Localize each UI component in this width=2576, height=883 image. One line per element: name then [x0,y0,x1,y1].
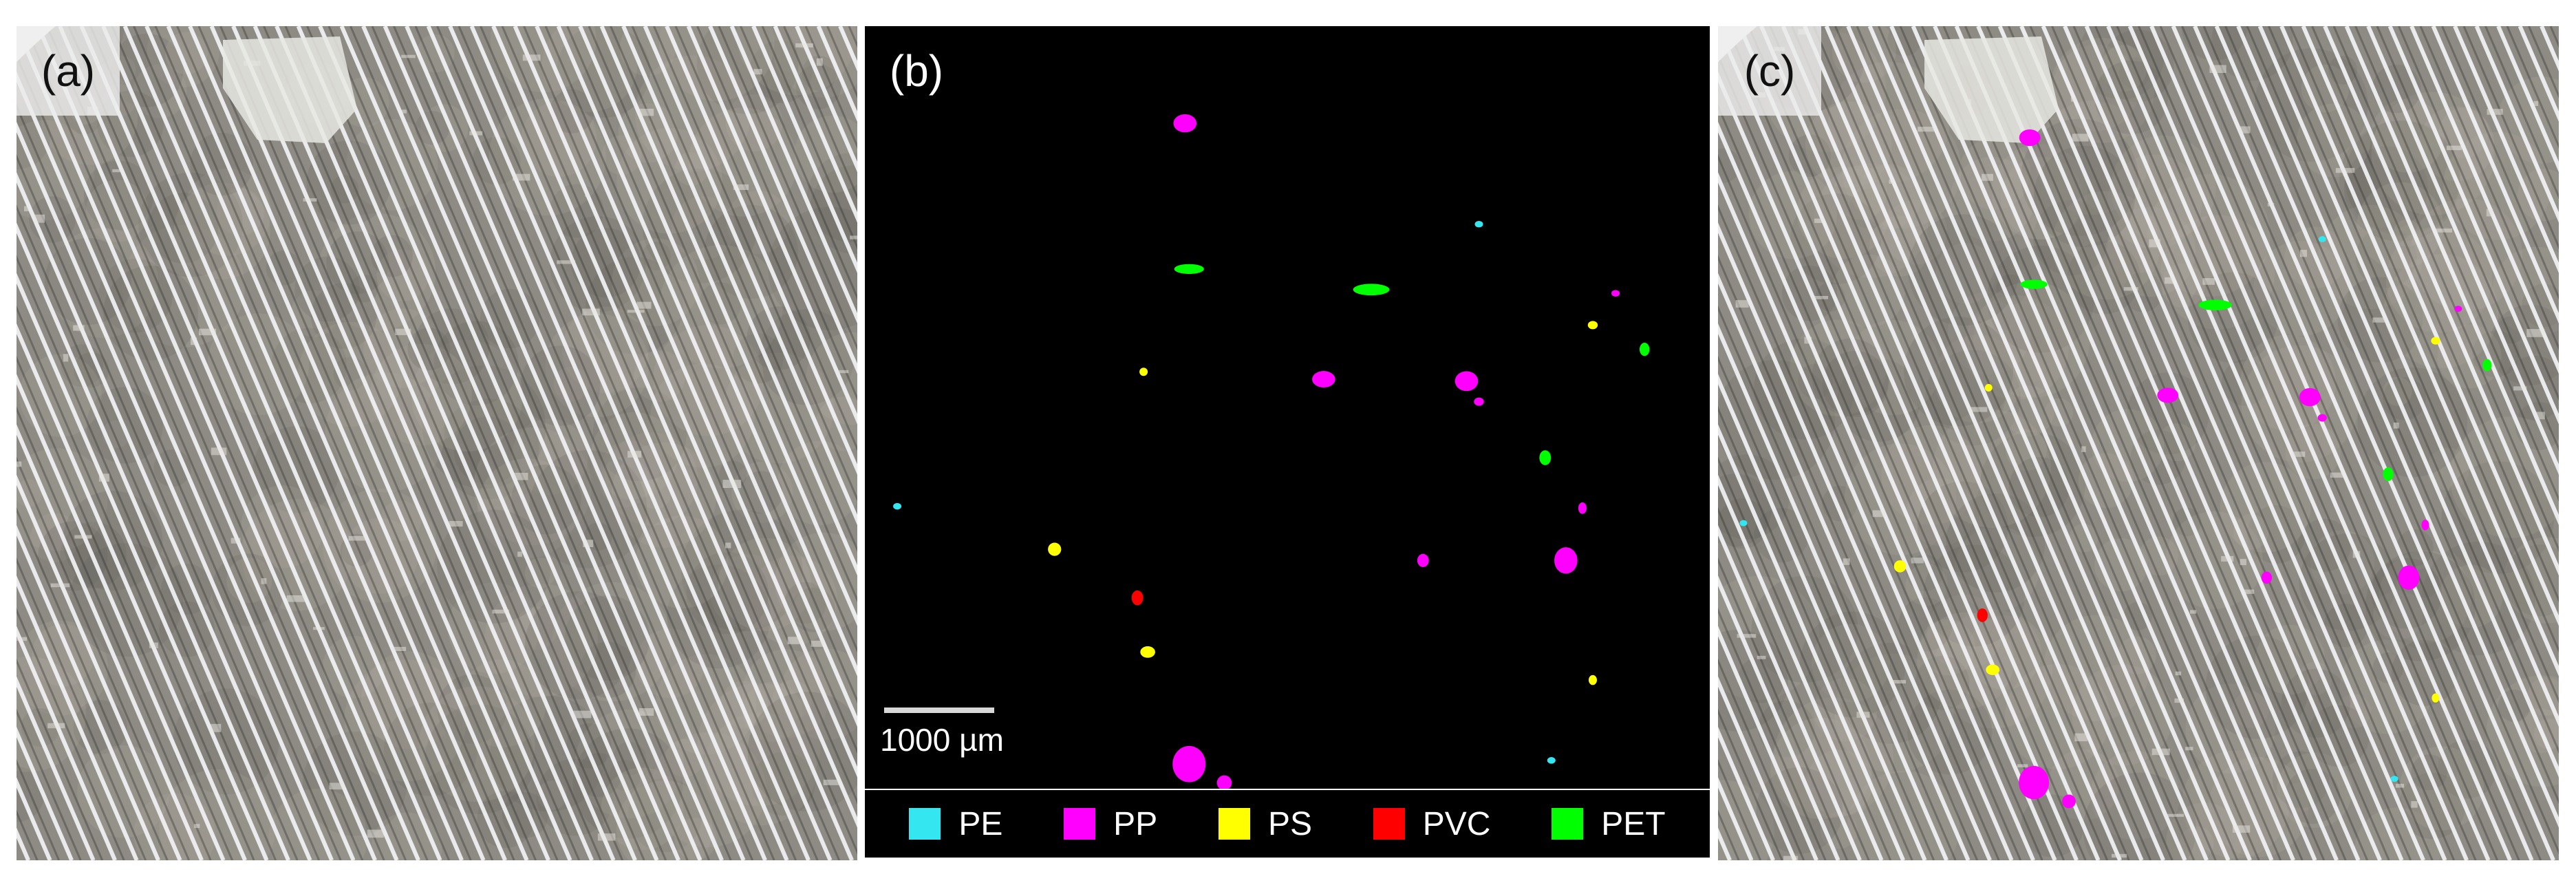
legend-swatch-pvc [1373,808,1405,840]
scale-bar [884,708,994,713]
panel-label-c: (c) [1718,26,1821,116]
particle-pp [1474,397,1484,406]
overlay-particle-pp [2019,765,2050,800]
particle-pet [1639,343,1650,357]
optical-image-panel: (a) [17,26,857,860]
particle-pp [1554,547,1578,574]
filter-optical-image [17,26,857,860]
legend-label-pp: PP [1113,805,1158,842]
overlay-particle-pp [2299,387,2321,407]
overlay-particle-pe [1739,520,1748,526]
legend-swatch-pet [1552,808,1584,840]
particle-pp [1216,775,1232,789]
particle-pp [1172,745,1206,783]
overlay-particle-pe [2318,236,2326,242]
particle-pp [1173,114,1197,133]
particle-map [893,114,1650,789]
translucent-fragment [1924,36,2059,143]
overlay-particle-pet [2482,359,2492,372]
particle-ps [1140,646,1155,658]
particle-pet [1353,284,1390,296]
legend-swatch-pe [909,808,941,840]
overlay-particle-pp [2157,387,2179,403]
particle-pet [1174,264,1204,275]
legend-label-ps: PS [1267,805,1312,842]
particle-ps [1587,321,1598,330]
particle-pp [1611,290,1620,297]
overlay-particle-pet [2383,467,2394,481]
particle-ps [1588,674,1597,685]
overlay-particle-ps [2432,693,2440,703]
legend-label-pe: PE [958,805,1003,842]
particle-pp [1455,371,1479,392]
overlay-particle-ps [1893,560,1907,573]
particle-pp [1312,371,1335,388]
overlay-particle-pp [2261,571,2273,584]
overlay-particle-pp [2317,414,2327,422]
legend-item-pet: PET [1552,805,1666,843]
legend-label-pvc: PVC [1422,805,1491,842]
legend-swatch-ps [1218,808,1250,840]
legend-item-pvc: PVC [1373,805,1491,843]
panel-label-b: (b) [889,46,944,96]
particle-pet [1539,450,1552,465]
overlay-particle-pet [2198,299,2232,310]
overlay-particle-pe [2390,776,2398,783]
particle-pvc [1131,590,1144,606]
particle-pp [1417,553,1429,567]
overlay-particle-pet [2020,279,2048,289]
overlay-particle-ps [2431,337,2440,345]
overlay-image-panel: (c) [1718,26,2559,860]
translucent-fragment [223,36,357,143]
scale-bar-label: 1000 µm [880,722,1004,758]
legend-item-pe: PE [909,805,1002,843]
overlay-particle-pp [2421,520,2429,531]
particle-pe [893,502,902,510]
overlay-particle-pvc [1977,608,1988,622]
legend-item-pp: PP [1064,805,1157,843]
overlay-particle-pp [2454,306,2462,312]
particle-ps [1139,368,1148,376]
legend-item-ps: PS [1218,805,1312,843]
legend-label-pet: PET [1601,805,1666,842]
particle-pe [1547,757,1556,764]
particle-map-panel: (b) 1000 µm [865,26,1710,789]
overlay-particle-pp [2019,129,2041,147]
polymer-legend: PE PP PS PVC PET [865,790,1710,858]
particle-pp [1578,502,1587,514]
overlay-particle-pp [2398,565,2420,590]
overlay-particle-ps [1984,383,1993,392]
legend-swatch-pp [1064,808,1096,840]
particle-pe [1474,220,1483,228]
particle-ps [1048,542,1062,556]
panel-label-a: (a) [17,26,120,116]
filter-overlay-image [1718,26,2559,860]
overlay-particle-ps [1986,664,2000,675]
overlay-particle-pp [2062,794,2076,809]
